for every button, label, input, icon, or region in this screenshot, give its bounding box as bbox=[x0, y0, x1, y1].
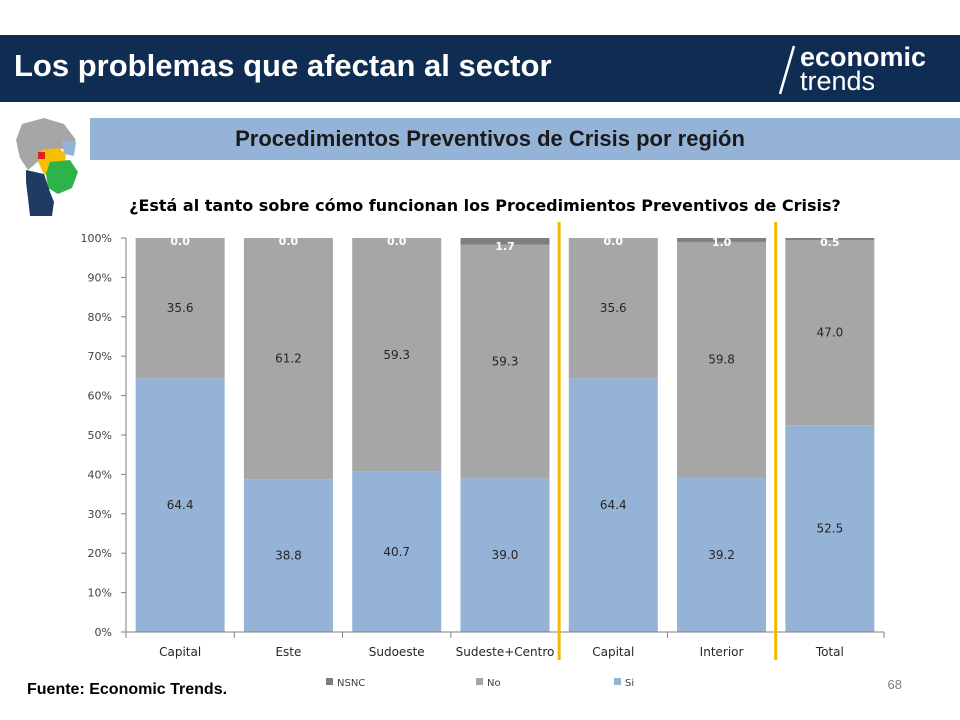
bar-no-5 bbox=[568, 238, 658, 379]
y-tick-label: 100% bbox=[81, 232, 112, 245]
data-label-si-6: 39.2 bbox=[708, 548, 735, 562]
bar-si-2 bbox=[243, 479, 333, 632]
data-label-nsnc-3: 0.0 bbox=[387, 235, 407, 248]
data-label-nsnc-4: 1.7 bbox=[495, 240, 515, 253]
x-tick-label: Capital bbox=[159, 645, 201, 659]
data-label-nsnc-5: 0.0 bbox=[604, 235, 624, 248]
legend-swatch-no bbox=[476, 678, 483, 685]
data-label-no-1: 35.6 bbox=[167, 301, 194, 315]
page-title: Los problemas que afectan al sector bbox=[14, 48, 552, 83]
bar-si-4 bbox=[460, 478, 550, 632]
data-label-no-3: 59.3 bbox=[383, 348, 410, 362]
bar-no-6 bbox=[677, 241, 767, 478]
bar-si-5 bbox=[568, 378, 658, 632]
bar-no-7 bbox=[785, 239, 875, 426]
bar-nsnc-4 bbox=[460, 238, 550, 245]
x-tick-label: Total bbox=[815, 645, 844, 659]
y-tick-label: 0% bbox=[95, 626, 112, 639]
subtitle-band: Procedimientos Preventivos de Crisis por… bbox=[90, 118, 960, 160]
data-label-si-7: 52.5 bbox=[816, 522, 843, 536]
section-subtitle: Procedimientos Preventivos de Crisis por… bbox=[235, 126, 745, 151]
bar-no-1 bbox=[135, 238, 225, 379]
legend-label-nsnc: NSNC bbox=[337, 678, 365, 689]
y-tick-label: 30% bbox=[88, 508, 112, 521]
legend-swatch-nsnc bbox=[326, 678, 333, 685]
bar-no-3 bbox=[352, 238, 442, 472]
legend-label-si: Si bbox=[625, 678, 634, 689]
data-label-si-2: 38.8 bbox=[275, 549, 302, 563]
logo-line-1: economic bbox=[800, 42, 927, 72]
y-tick-label: 70% bbox=[88, 350, 112, 363]
data-label-nsnc-2: 0.0 bbox=[279, 235, 299, 248]
bar-si-3 bbox=[352, 471, 442, 632]
bar-nsnc-6 bbox=[677, 238, 767, 242]
data-label-si-1: 64.4 bbox=[167, 498, 194, 512]
chart-title: ¿Está al tanto sobre cómo funcionan los … bbox=[129, 196, 841, 215]
data-label-nsnc-7: 0.5 bbox=[820, 236, 840, 249]
data-label-no-5: 35.6 bbox=[600, 301, 627, 315]
bar-no-4 bbox=[460, 244, 550, 479]
bar-si-7 bbox=[785, 425, 875, 632]
data-label-si-4: 39.0 bbox=[492, 548, 519, 562]
y-tick-label: 80% bbox=[88, 311, 112, 324]
data-label-no-7: 47.0 bbox=[816, 326, 843, 340]
y-tick-label: 10% bbox=[88, 587, 112, 600]
bar-nsnc-7 bbox=[785, 238, 875, 240]
economic-trends-logo: economic trends bbox=[776, 42, 946, 98]
data-label-si-3: 40.7 bbox=[383, 545, 410, 559]
x-tick-label: Sudoeste bbox=[369, 645, 425, 659]
logo-line-2: trends bbox=[800, 66, 876, 96]
bar-si-1 bbox=[135, 378, 225, 632]
data-label-no-4: 59.3 bbox=[492, 355, 519, 369]
logo-slash-icon bbox=[778, 45, 796, 95]
data-label-nsnc-1: 0.0 bbox=[170, 235, 190, 248]
y-tick-label: 40% bbox=[88, 468, 112, 481]
header-bar bbox=[0, 35, 960, 102]
x-tick-label: Capital bbox=[592, 645, 634, 659]
legend-swatch-si bbox=[614, 678, 621, 685]
bar-si-6 bbox=[677, 477, 767, 632]
data-label-nsnc-6: 1.0 bbox=[712, 236, 732, 249]
y-tick-label: 90% bbox=[88, 271, 112, 284]
y-tick-label: 20% bbox=[88, 547, 112, 560]
data-label-no-6: 59.8 bbox=[708, 353, 735, 367]
bar-no-2 bbox=[243, 238, 333, 480]
x-tick-label: Sudeste+Centro bbox=[456, 645, 555, 659]
page-number: 68 bbox=[887, 677, 902, 692]
data-label-si-5: 64.4 bbox=[600, 498, 627, 512]
y-tick-label: 60% bbox=[88, 390, 112, 403]
data-label-no-2: 61.2 bbox=[275, 352, 302, 366]
legend-label-no: No bbox=[487, 678, 501, 689]
x-tick-label: Este bbox=[275, 645, 301, 659]
y-tick-label: 50% bbox=[88, 429, 112, 442]
x-tick-label: Interior bbox=[700, 645, 744, 659]
argentina-regions-map-icon bbox=[16, 118, 78, 216]
source-note: Fuente: Economic Trends. bbox=[27, 681, 228, 698]
